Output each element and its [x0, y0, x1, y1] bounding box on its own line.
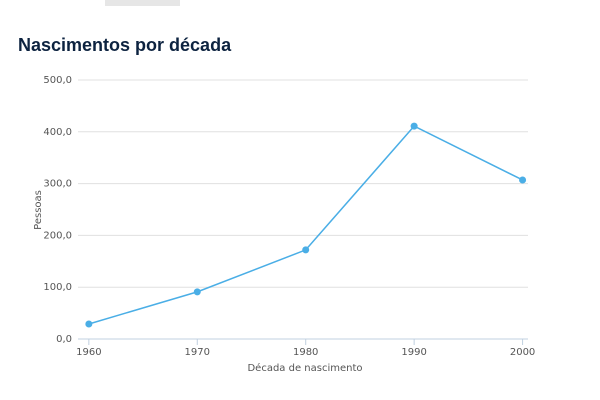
- x-tick-label: 1960: [76, 347, 101, 358]
- x-tick-label: 1970: [185, 347, 210, 358]
- chart-title: Nascimentos por década: [18, 35, 232, 55]
- point: [410, 122, 418, 130]
- y-tick-label: 500,0: [43, 75, 72, 86]
- y-axis-label: Pessoas: [33, 190, 44, 230]
- x-tick-label: 1990: [401, 347, 426, 358]
- point: [193, 288, 201, 296]
- y-tick-label: 200,0: [43, 230, 72, 241]
- y-tick-label: 100,0: [43, 282, 72, 293]
- x-axis-label: Década de nascimento: [247, 362, 362, 374]
- point: [302, 246, 310, 254]
- y-tick-label: 0,0: [56, 334, 72, 345]
- tab-indicator: [105, 0, 180, 6]
- point: [519, 176, 527, 184]
- x-tick-label: 1980: [293, 347, 318, 358]
- line: [88, 125, 523, 325]
- y-tick-label: 400,0: [43, 127, 72, 138]
- point: [85, 320, 93, 328]
- y-tick-label: 300,0: [43, 179, 72, 190]
- x-tick-label: 2000: [510, 347, 535, 358]
